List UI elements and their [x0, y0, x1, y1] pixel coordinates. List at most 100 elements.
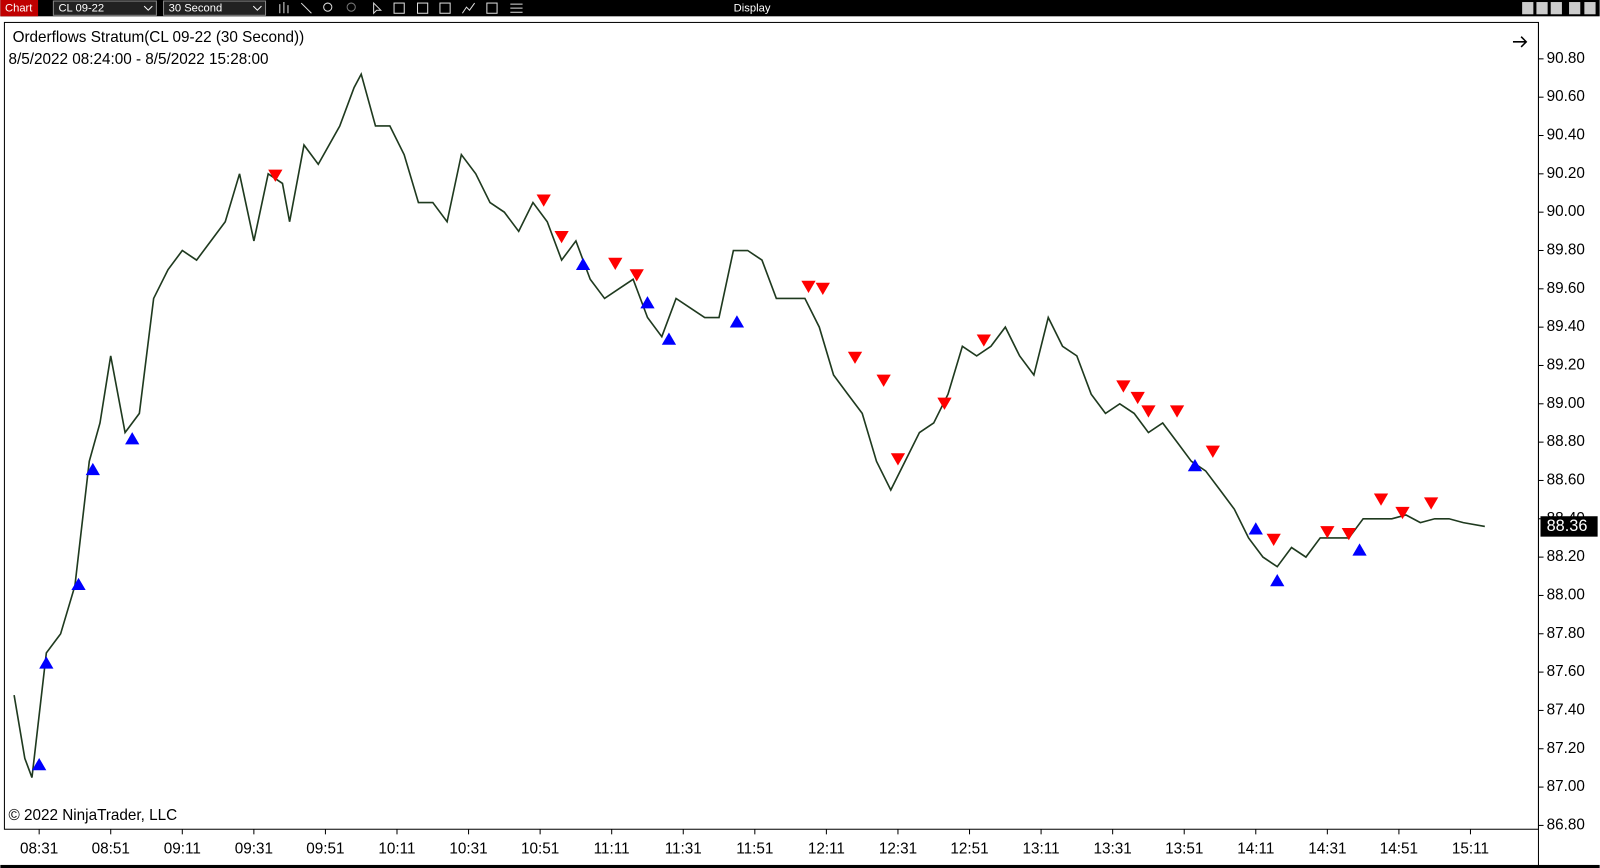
sell-signal: [1116, 380, 1131, 393]
y-tick-label: 89.80: [1547, 242, 1585, 259]
sell-signal: [536, 194, 551, 207]
x-tick-label: 09:51: [306, 841, 344, 858]
y-tick-label: 88.80: [1547, 433, 1585, 450]
bottom-border: [0, 864, 1600, 868]
y-tick-label: 88.60: [1547, 471, 1585, 488]
x-tick-label: 10:11: [378, 841, 415, 858]
menu-display[interactable]: Display: [734, 3, 771, 15]
x-tick-label: 13:51: [1165, 841, 1203, 858]
y-tick-label: 87.80: [1547, 625, 1585, 642]
x-tick-label: 12:31: [879, 841, 917, 858]
y-tick-label: 90.40: [1547, 127, 1585, 144]
buy-signal: [729, 315, 745, 328]
copyright: © 2022 NinjaTrader, LLC: [8, 807, 177, 824]
y-tick-label: 87.00: [1547, 778, 1585, 795]
y-tick-label: 87.60: [1547, 663, 1585, 680]
x-tick-label: 09:11: [164, 841, 201, 858]
dropdown-arrow: [252, 5, 262, 11]
sell-signal: [1423, 497, 1439, 510]
last-price-label: 88.36: [1547, 517, 1588, 535]
x-tick-label: 14:11: [1237, 841, 1274, 858]
y-tick-label: 90.20: [1547, 165, 1585, 182]
y-tick-label: 89.00: [1547, 395, 1585, 412]
sell-signal: [629, 269, 644, 282]
app-label: Chart: [5, 3, 33, 15]
x-tick-label: 11:51: [736, 841, 773, 858]
instrument-label: CL 09-22: [58, 3, 104, 15]
buy-signal: [39, 656, 54, 669]
interval-dropdown[interactable]: [163, 0, 267, 16]
interval-label: 30 Second: [169, 3, 223, 15]
x-tick-label: 10:51: [521, 841, 559, 858]
sell-signal: [268, 169, 283, 182]
sell-signal: [815, 282, 830, 295]
x-tick-label: 10:31: [449, 841, 487, 858]
x-tick-label: 08:31: [20, 841, 58, 858]
chart-title: Orderflows Stratum(CL 09-22 (30 Second)): [13, 29, 305, 46]
buy-signal: [32, 757, 47, 771]
sell-signal: [1395, 506, 1410, 520]
y-tick-label: 90.80: [1547, 50, 1585, 67]
y-tick-label: 90.60: [1547, 88, 1585, 105]
sell-signal: [554, 230, 569, 244]
sell-signal: [608, 257, 623, 271]
buy-signal: [1248, 522, 1263, 535]
buy-signal: [1352, 543, 1367, 556]
y-tick-label: 87.20: [1547, 740, 1585, 757]
sell-signal: [976, 334, 991, 347]
buy-signal: [1187, 459, 1203, 472]
buy-signal: [661, 332, 677, 345]
buy-signal: [125, 432, 140, 445]
y-tick-label: 88.00: [1547, 586, 1585, 603]
toolbar-icons[interactable]: [279, 1, 523, 15]
last-price-box: [1540, 516, 1598, 537]
sell-signal: [937, 397, 952, 410]
x-tick-label: 08:51: [92, 841, 130, 858]
sell-signal: [1320, 526, 1335, 539]
sell-signal: [801, 280, 816, 294]
app-tab[interactable]: [0, 0, 39, 17]
y-tick-label: 89.20: [1547, 357, 1585, 374]
x-tick-label: 09:31: [235, 841, 273, 858]
x-tick-label: 14:51: [1380, 841, 1418, 858]
x-tick-label: 12:51: [950, 841, 988, 858]
buy-signal: [640, 296, 655, 309]
x-tick-label: 14:31: [1308, 841, 1346, 858]
sell-signal: [1169, 405, 1185, 418]
x-tick-label: 13:11: [1023, 841, 1060, 858]
instrument-dropdown[interactable]: [52, 0, 157, 16]
x-tick-label: 13:31: [1094, 841, 1132, 858]
y-tick-label: 89.60: [1547, 280, 1585, 297]
y-tick-label: 86.80: [1547, 816, 1585, 833]
sell-signal: [1205, 445, 1220, 458]
sell-signal: [876, 374, 891, 387]
window-controls[interactable]: [1522, 2, 1596, 15]
buy-signal: [71, 577, 86, 591]
scroll-arrow[interactable]: [1512, 36, 1528, 48]
sell-signal: [890, 453, 906, 466]
chart-subtitle: 8/5/2022 08:24:00 - 8/5/2022 15:28:00: [8, 51, 268, 68]
y-tick-label: 90.00: [1547, 203, 1585, 220]
buy-signal: [1270, 573, 1285, 587]
x-tick-label: 11:11: [594, 841, 630, 858]
x-tick-label: 12:11: [808, 841, 845, 858]
price-line: [13, 71, 1485, 778]
buy-signal: [575, 257, 591, 271]
x-tick-label: 15:11: [1452, 841, 1489, 858]
sell-signal: [847, 351, 863, 364]
x-tick-label: 11:31: [665, 841, 702, 858]
buy-signal: [85, 462, 100, 476]
sell-signal: [1373, 493, 1389, 506]
y-tick-label: 88.20: [1547, 548, 1585, 565]
sell-signal: [1141, 405, 1156, 418]
sell-signal: [1341, 527, 1356, 541]
dropdown-arrow: [143, 5, 153, 11]
y-tick-label: 87.40: [1547, 701, 1585, 718]
toolbar: [0, 0, 1600, 17]
sell-signal: [1130, 391, 1145, 405]
y-tick-label: 89.40: [1547, 318, 1585, 335]
sell-signal: [1266, 533, 1281, 546]
